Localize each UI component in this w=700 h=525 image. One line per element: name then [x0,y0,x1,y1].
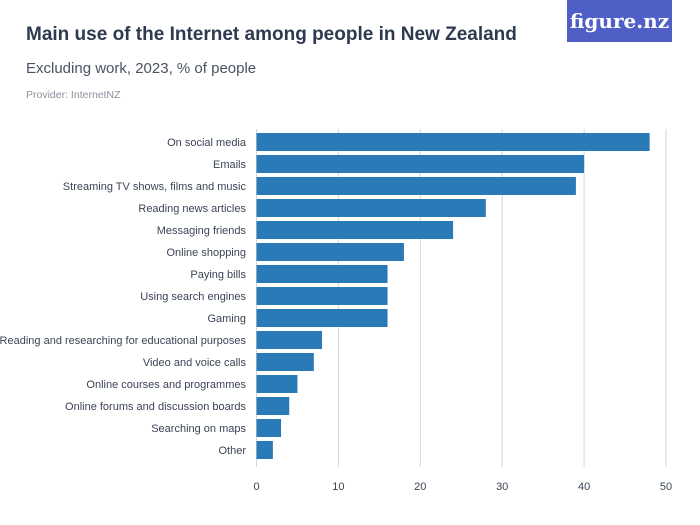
bar [256,397,290,415]
category-label: Paying bills [190,269,246,281]
bar [256,133,650,151]
bar [256,155,585,173]
x-tick-label: 0 [253,481,259,493]
bar [256,199,486,217]
category-label: Reading news articles [138,203,246,215]
category-label: Other [218,445,246,457]
chart-subtitle: Excluding work, 2023, % of people [26,60,257,77]
bar [256,243,404,261]
chart-title: Main use of the Internet among people in… [26,24,517,45]
logo-text: figure.nz [569,9,670,33]
bar [256,265,388,283]
bar [256,375,298,393]
x-tick-label: 30 [496,481,508,493]
category-label: Searching on maps [151,423,246,435]
provider-text: Provider: InternetNZ [26,89,121,101]
category-label: Streaming TV shows, films and music [63,181,247,193]
bar [256,353,314,371]
category-label: Online courses and programmes [86,379,246,391]
x-tick-label: 40 [578,481,590,493]
bar [256,331,323,349]
category-label: Emails [213,159,247,171]
category-label: Using search engines [140,291,246,303]
figure-nz-logo[interactable]: figure.nz [567,0,672,42]
category-label: Messaging friends [157,225,247,237]
bar [256,287,388,305]
bar [256,177,576,195]
bar [256,309,388,327]
x-tick-label: 10 [332,481,344,493]
category-label: Online forums and discussion boards [65,401,246,413]
bar [256,441,273,459]
x-tick-label: 20 [414,481,426,493]
category-label: Reading and researching for educational … [0,335,246,347]
category-label: Gaming [207,313,246,325]
bar [256,419,282,437]
x-tick-label: 50 [660,481,672,493]
category-label: Video and voice calls [143,357,247,369]
bar [256,221,454,239]
category-label: On social media [167,137,247,149]
category-label: Online shopping [166,247,246,259]
